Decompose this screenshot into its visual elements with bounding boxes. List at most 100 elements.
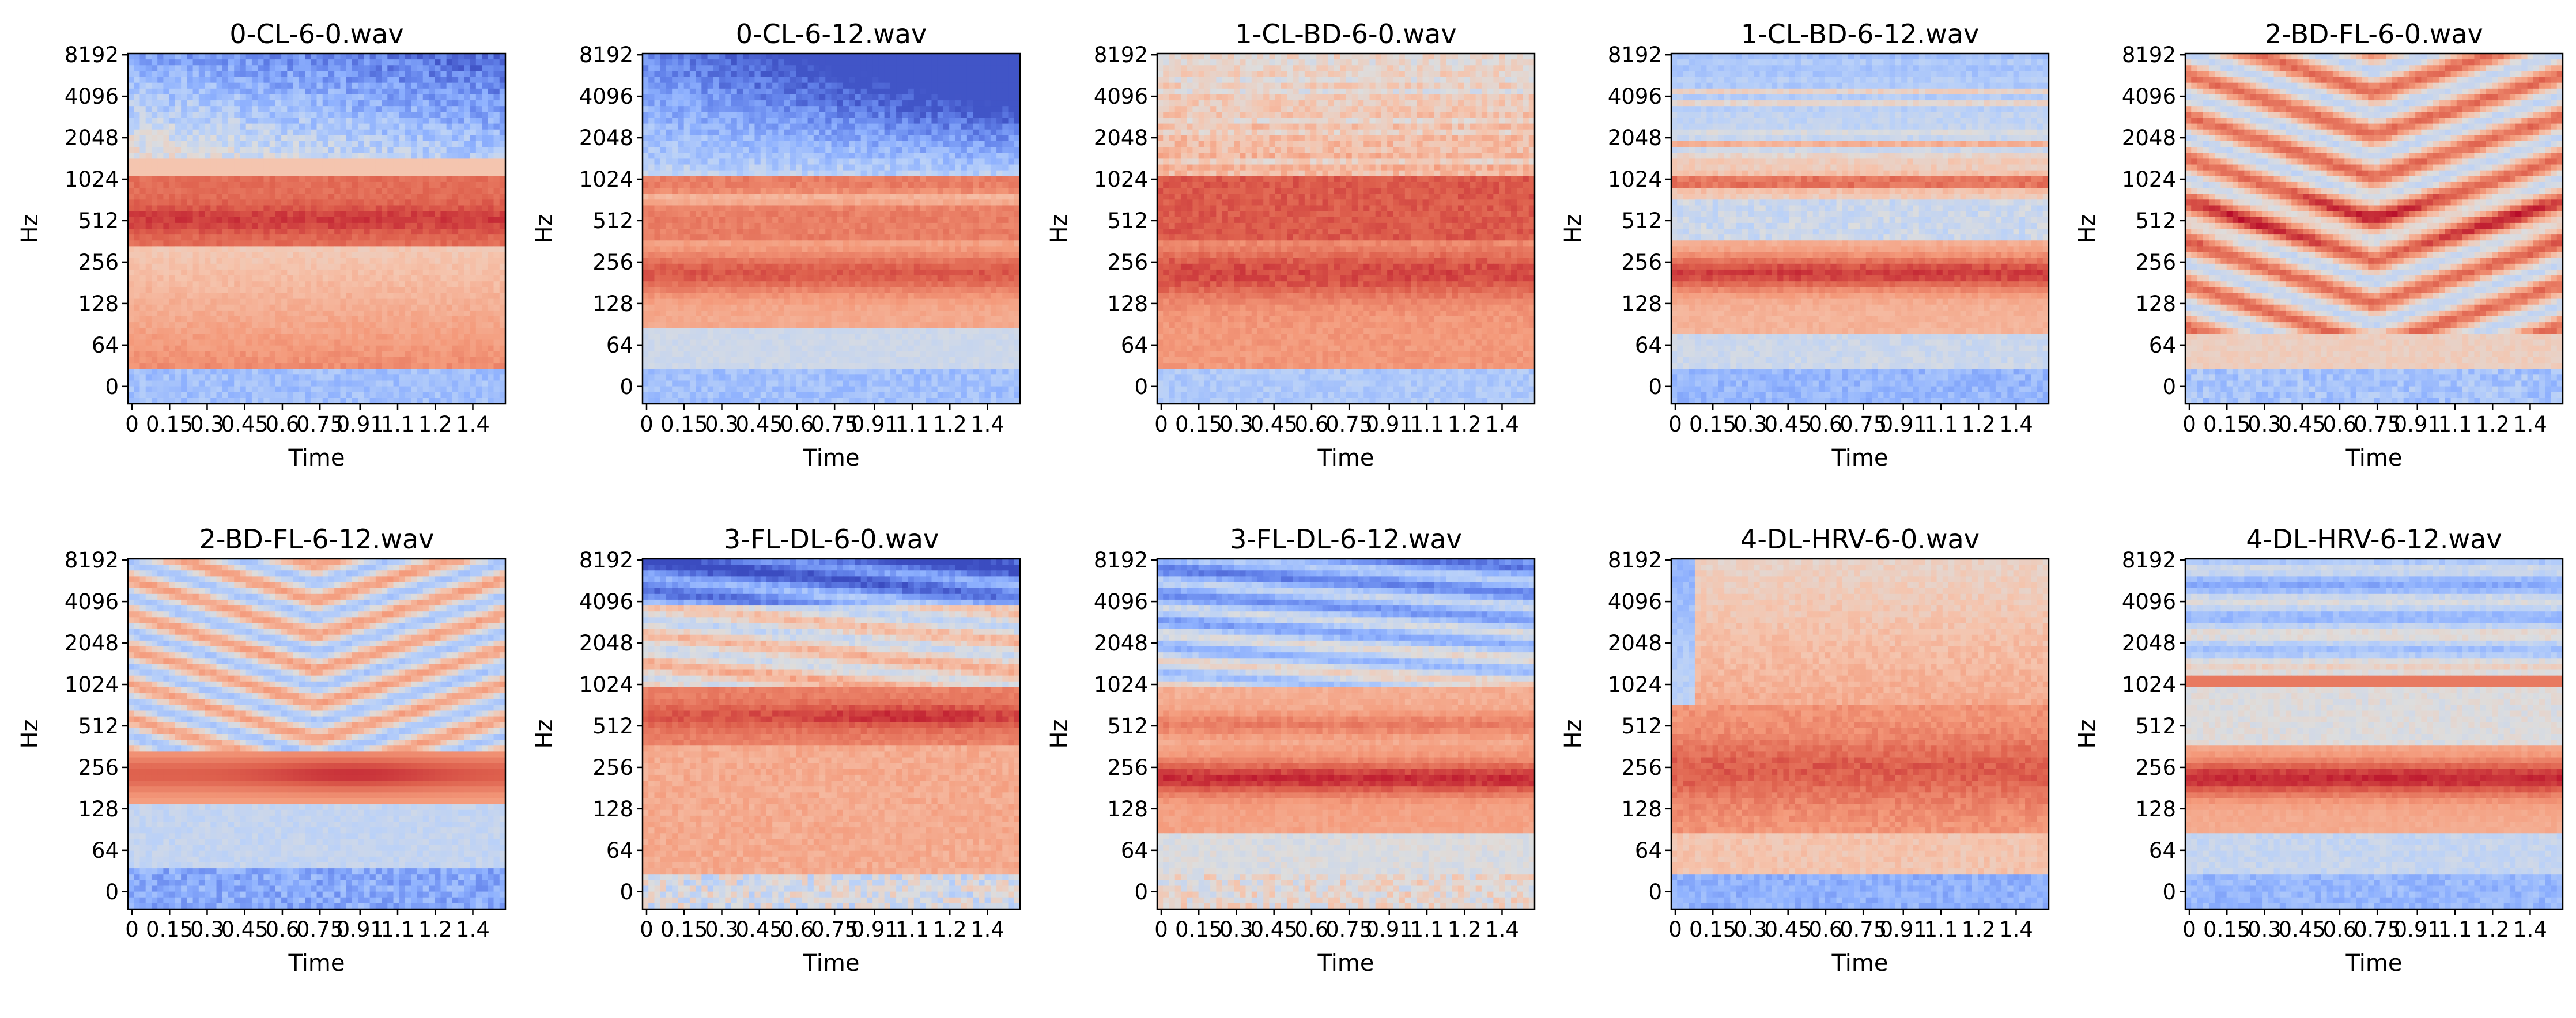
heatmap-cell bbox=[411, 199, 418, 206]
heatmap-cell bbox=[387, 217, 394, 224]
heatmap-cell bbox=[263, 153, 270, 159]
heatmap-cell bbox=[375, 287, 382, 294]
heatmap-cell bbox=[281, 287, 288, 294]
heatmap-cell bbox=[666, 112, 673, 119]
heatmap-cell bbox=[293, 199, 300, 206]
heatmap-cell bbox=[464, 118, 471, 124]
heatmap-cell bbox=[482, 234, 488, 241]
heatmap-cell bbox=[643, 112, 649, 119]
heatmap-cell bbox=[352, 240, 358, 247]
heatmap-cell bbox=[446, 123, 453, 130]
heatmap-cell bbox=[440, 147, 447, 153]
heatmap-cell bbox=[222, 258, 229, 264]
heatmap-cell bbox=[428, 211, 435, 218]
heatmap-cell bbox=[251, 82, 258, 89]
heatmap-cell bbox=[707, 112, 714, 119]
heatmap-cell bbox=[169, 141, 176, 147]
heatmap-cell bbox=[458, 304, 464, 311]
heatmap-cell bbox=[187, 135, 194, 142]
heatmap-cell bbox=[175, 100, 182, 107]
heatmap-cell bbox=[328, 298, 335, 305]
heatmap-cell bbox=[796, 77, 802, 84]
heatmap-cell bbox=[470, 229, 477, 235]
heatmap-cell bbox=[719, 54, 726, 60]
heatmap-cell bbox=[855, 123, 862, 130]
heatmap-cell bbox=[287, 258, 294, 264]
heatmap-cell bbox=[802, 65, 809, 71]
heatmap-cell bbox=[269, 345, 276, 352]
heatmap-cell bbox=[181, 334, 187, 340]
heatmap-cell bbox=[364, 380, 371, 387]
heatmap-cell bbox=[464, 199, 471, 206]
heatmap-cell bbox=[707, 77, 714, 84]
heatmap-cell bbox=[707, 54, 714, 60]
heatmap-cell bbox=[251, 94, 258, 101]
heatmap-cell bbox=[749, 82, 756, 89]
heatmap-cell bbox=[725, 100, 732, 107]
heatmap-cell bbox=[316, 65, 323, 71]
heatmap-cell bbox=[216, 65, 223, 71]
heatmap-cell bbox=[475, 234, 482, 241]
heatmap-cell bbox=[666, 118, 673, 124]
heatmap-cell bbox=[855, 147, 862, 153]
heatmap-cell bbox=[316, 176, 323, 183]
heatmap-cell bbox=[475, 339, 482, 346]
heatmap-cell bbox=[458, 153, 464, 159]
heatmap-cell bbox=[358, 316, 364, 323]
heatmap-cell bbox=[784, 106, 791, 112]
heatmap-cell bbox=[1002, 141, 1009, 147]
heatmap-cell bbox=[896, 135, 902, 142]
heatmap-cell bbox=[305, 374, 311, 381]
heatmap-cell bbox=[913, 106, 920, 112]
heatmap-cell bbox=[369, 310, 376, 317]
heatmap-cell bbox=[187, 328, 194, 334]
heatmap-cell bbox=[346, 304, 353, 311]
heatmap-cell bbox=[346, 339, 353, 346]
heatmap-cell bbox=[375, 205, 382, 212]
heatmap-cell bbox=[240, 194, 247, 200]
heatmap-cell bbox=[943, 135, 950, 142]
heatmap-cell bbox=[287, 222, 294, 229]
heatmap-cell bbox=[287, 123, 294, 130]
heatmap-cell bbox=[949, 94, 956, 101]
heatmap-cell bbox=[311, 339, 318, 346]
heatmap-cell bbox=[316, 374, 323, 381]
heatmap-cell bbox=[772, 118, 779, 124]
heatmap-cell bbox=[216, 234, 223, 241]
heatmap-cell bbox=[210, 112, 217, 119]
heatmap-cell bbox=[884, 94, 891, 101]
heatmap-cell bbox=[181, 322, 187, 328]
heatmap-cell bbox=[482, 322, 488, 328]
heatmap-cell bbox=[169, 258, 176, 264]
heatmap-cell bbox=[369, 374, 376, 381]
heatmap-cell bbox=[405, 398, 411, 404]
heatmap-cell bbox=[719, 147, 726, 153]
heatmap-cell bbox=[305, 281, 311, 287]
heatmap-cell bbox=[299, 380, 305, 387]
heatmap-cell bbox=[908, 54, 915, 60]
heatmap-cell bbox=[163, 334, 170, 340]
heatmap-cell bbox=[281, 246, 288, 253]
heatmap-cell bbox=[163, 322, 170, 328]
heatmap-cell bbox=[913, 77, 920, 84]
heatmap-cell bbox=[293, 380, 300, 387]
heatmap-cell bbox=[275, 240, 282, 247]
heatmap-cell bbox=[263, 304, 270, 311]
heatmap-cell bbox=[240, 357, 247, 364]
heatmap-cell bbox=[198, 339, 205, 346]
heatmap-cell bbox=[134, 339, 141, 346]
heatmap-cell bbox=[672, 129, 678, 136]
heatmap-cell bbox=[364, 258, 371, 264]
heatmap-cell bbox=[488, 129, 494, 136]
heatmap-cell bbox=[990, 54, 997, 60]
heatmap-cell bbox=[707, 82, 714, 89]
heatmap-cell bbox=[210, 222, 217, 229]
heatmap-cell bbox=[961, 141, 968, 147]
heatmap-cell bbox=[311, 369, 318, 375]
heatmap-cell bbox=[287, 351, 294, 358]
heatmap-cell bbox=[346, 322, 353, 328]
heatmap-cell bbox=[990, 71, 997, 78]
heatmap-cell bbox=[819, 88, 826, 95]
heatmap-cell bbox=[802, 106, 809, 112]
heatmap-cell bbox=[452, 298, 459, 305]
